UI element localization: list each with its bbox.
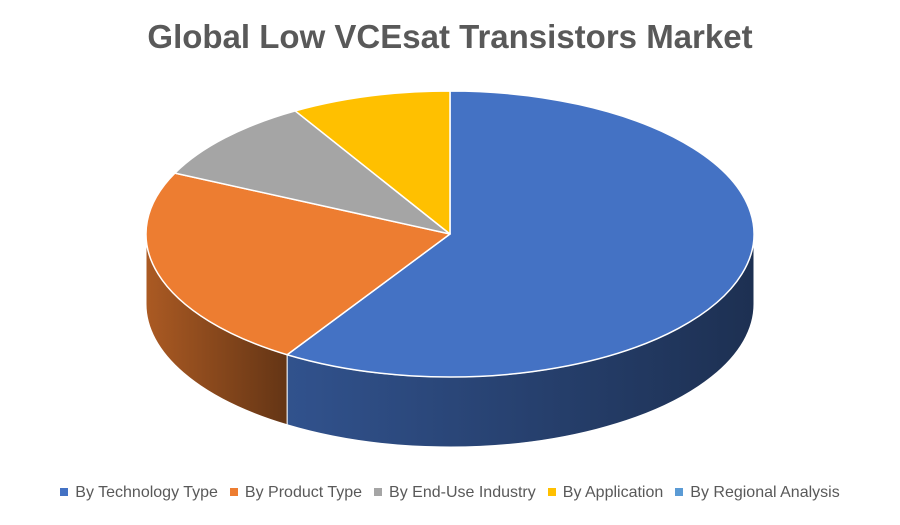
legend-label-by-product-type: By Product Type: [244, 484, 363, 501]
chart-title: Global Low VCEsat Transistors Market: [147, 18, 753, 55]
legend-item-by-application: By Application: [547, 484, 664, 502]
legend-swatch-by-product-type: [229, 487, 238, 496]
legend-label-by-application: By Application: [562, 484, 664, 501]
legend-swatch-by-regional-analysis: [675, 487, 684, 496]
pie-tops: [145, 90, 755, 378]
legend-label-by-technology-type: By Technology Type: [75, 484, 218, 501]
legend-swatch-by-application: [547, 487, 556, 496]
legend-swatch-by-end-use-industry: [374, 487, 383, 496]
pie-slice-by-application: [294, 90, 451, 235]
pie-slice-by-product-type: [145, 172, 451, 356]
pie-chart: [145, 90, 755, 448]
legend-item-by-technology-type: By Technology Type: [60, 484, 218, 502]
legend-label-by-regional-analysis: By Regional Analysis: [690, 484, 840, 501]
legend-swatch-by-technology-type: [60, 487, 69, 496]
legend-item-by-end-use-industry: By End-Use Industry: [374, 484, 536, 502]
legend-item-by-product-type: By Product Type: [229, 484, 363, 502]
pie-slice-by-technology-type: [286, 90, 755, 378]
pie-slice-by-end-use-industry: [174, 110, 451, 235]
legend-item-by-regional-analysis: By Regional Analysis: [675, 484, 840, 502]
legend-label-by-end-use-industry: By End-Use Industry: [389, 484, 536, 501]
legend: By Technology Type By Product Type By End-…: [0, 484, 900, 502]
